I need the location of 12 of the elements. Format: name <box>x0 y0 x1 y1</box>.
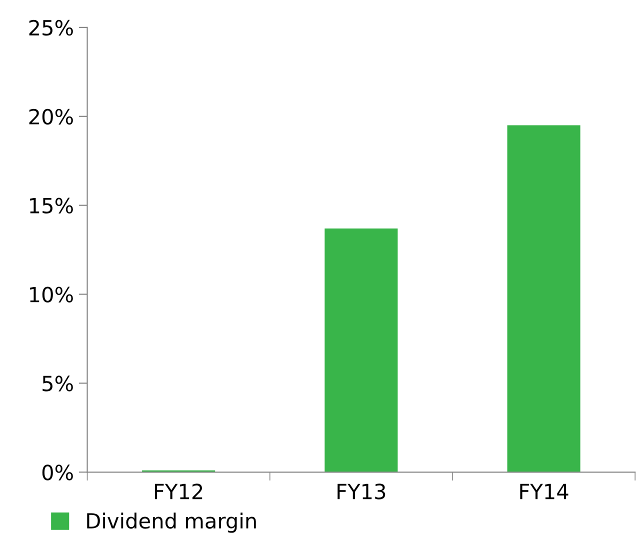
x-tick-label: FY14 <box>520 484 568 500</box>
y-tick-label: 20% <box>29 108 73 125</box>
bar <box>324 228 398 472</box>
bar <box>507 125 580 472</box>
y-tick-label: 25% <box>29 20 73 36</box>
y-tick-label: 15% <box>30 198 73 214</box>
y-tick-label: 5% <box>42 376 73 392</box>
y-tick-label: 0% <box>42 464 73 480</box>
legend-label: Dividend margin <box>87 512 256 533</box>
x-tick-label: FY13 <box>338 484 386 500</box>
x-tick-label: FY12 <box>155 484 202 500</box>
y-tick-label: 10% <box>30 286 73 302</box>
